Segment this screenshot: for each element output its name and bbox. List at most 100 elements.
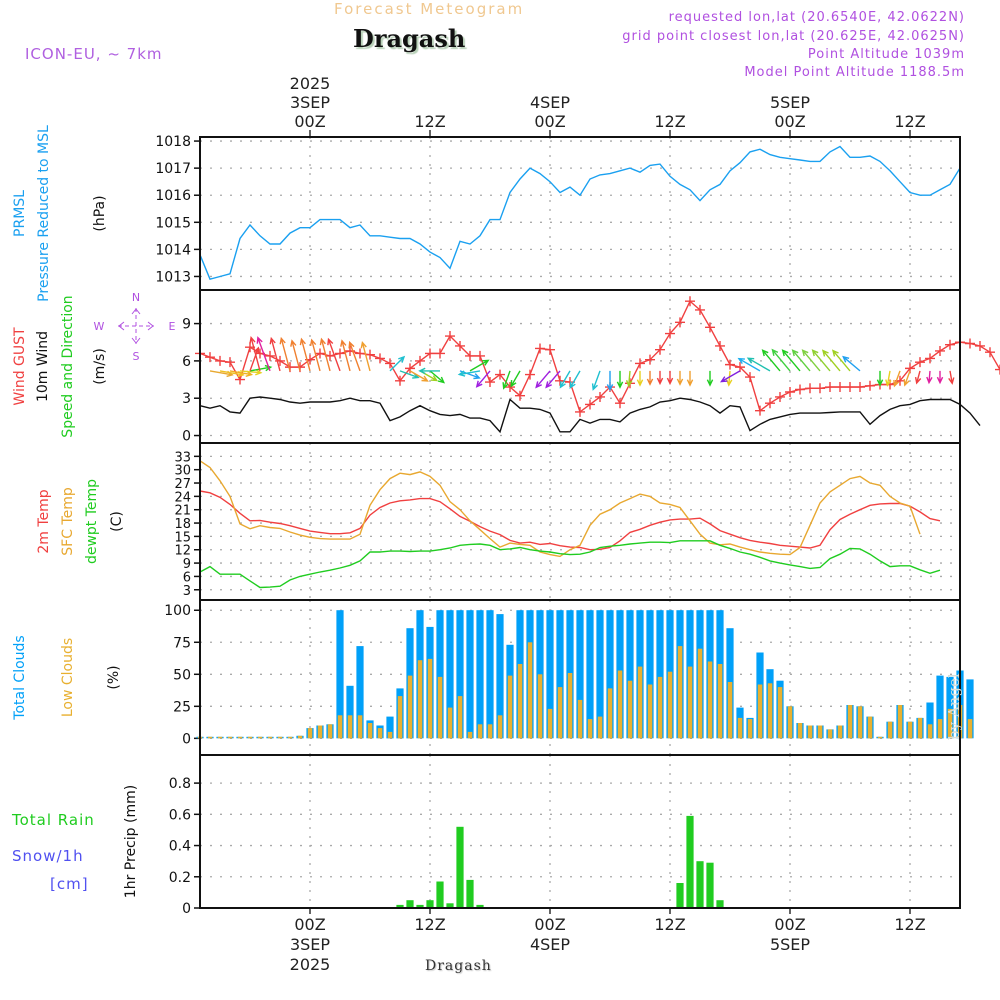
wind-vector-arrow xyxy=(781,349,801,372)
y-tick-label: 0.4 xyxy=(169,839,191,855)
wind-vector-arrow xyxy=(903,370,911,387)
y-tick-label: 3 xyxy=(183,584,191,599)
bar-low-clouds xyxy=(267,736,273,739)
gust-marker xyxy=(665,328,675,339)
bar-total-rain xyxy=(686,815,694,908)
wind-vector-arrow xyxy=(737,357,761,372)
wind-vector-arrow xyxy=(926,370,933,385)
bar-total-clouds xyxy=(926,702,934,739)
y-tick-label: 21 xyxy=(174,504,191,519)
y-tick-label: 25 xyxy=(173,699,191,715)
gust-marker xyxy=(945,339,955,350)
gust-marker xyxy=(215,355,225,366)
gust-marker xyxy=(595,391,605,402)
wind-vector-arrow xyxy=(535,370,551,389)
gust-marker xyxy=(755,405,765,416)
bar-low-clouds xyxy=(647,684,653,739)
bar-low-clouds xyxy=(667,671,673,739)
wind-vector-arrow xyxy=(457,370,481,377)
bar-low-clouds xyxy=(607,688,613,739)
bar-total-clouds xyxy=(556,610,564,739)
y-tick-label: 0.2 xyxy=(169,870,191,886)
bar-low-clouds xyxy=(437,676,443,739)
axis-label-line: PRMSL xyxy=(12,190,28,237)
compass-arrowheads xyxy=(118,308,154,344)
top-time-label: 00Z xyxy=(774,112,805,131)
bar-low-clouds xyxy=(827,729,833,739)
wind-vector-arrow xyxy=(811,349,831,372)
wind-vector-arrow xyxy=(249,346,260,372)
axis-label-line: Speed and Direction xyxy=(60,295,76,437)
wind-vector-arrow xyxy=(746,357,771,372)
bar-total-clouds xyxy=(596,610,604,739)
axis-label-line: Low Clouds xyxy=(60,638,76,717)
bottom-location-label: Dragash xyxy=(425,958,492,974)
wind-vector-arrow xyxy=(801,349,821,372)
bar-low-clouds xyxy=(257,736,263,739)
bar-total-clouds xyxy=(436,610,444,739)
bar-total-rain xyxy=(676,883,684,908)
gust-marker xyxy=(445,331,455,342)
axis-label-line: (m/s) xyxy=(92,348,108,385)
bar-low-clouds xyxy=(887,721,893,739)
bar-low-clouds xyxy=(657,676,663,739)
bar-low-clouds xyxy=(687,666,693,739)
wind-vector-arrow xyxy=(299,337,311,372)
y-tick-label: 27 xyxy=(174,477,191,492)
bar-total-clouds xyxy=(946,676,954,739)
bar-low-clouds xyxy=(527,642,533,739)
location-title: Dragash xyxy=(353,24,466,53)
bar-low-clouds xyxy=(517,664,523,739)
bar-low-clouds xyxy=(847,705,853,739)
bar-total-rain xyxy=(716,900,724,908)
bar-total-rain xyxy=(406,900,414,908)
gust-marker xyxy=(745,372,755,383)
axis-label-line: Wind GUST xyxy=(12,327,28,406)
gust-marker xyxy=(845,382,855,393)
grid-point-coordinates: grid point closest lon,lat (20.625E, 42.… xyxy=(622,29,965,44)
wind-vector-arrow xyxy=(545,370,561,389)
gust-marker xyxy=(795,384,805,395)
gust-marker xyxy=(555,375,565,386)
y-tick-label: 1014 xyxy=(155,242,191,258)
model-point-altitude: Model Point Altitude 1188.5m xyxy=(744,65,965,80)
bar-low-clouds xyxy=(707,661,713,739)
wind-vector-arrow xyxy=(885,370,892,387)
series-line-dewpt-temp xyxy=(199,540,941,589)
bar-low-clouds xyxy=(567,673,573,739)
compass-w-label: W xyxy=(94,320,105,333)
y-tick-label: 30 xyxy=(174,464,191,479)
gust-marker xyxy=(425,348,435,359)
bottom-time-label: 00Z xyxy=(534,915,565,934)
wind-vector-arrow xyxy=(510,370,521,388)
bar-low-clouds xyxy=(787,706,793,739)
gust-marker xyxy=(855,382,865,393)
gust-marker xyxy=(365,349,375,360)
top-time-label: 12Z xyxy=(654,112,685,131)
bar-low-clouds xyxy=(797,723,803,739)
bar-total-clouds xyxy=(646,610,654,739)
bottom-time-label: 3SEP xyxy=(290,935,330,954)
bar-total-clouds xyxy=(496,614,504,739)
gust-marker xyxy=(925,353,935,364)
gust-marker xyxy=(585,399,595,410)
bar-total-clouds xyxy=(336,610,344,739)
series-line-sfc-temp xyxy=(199,460,921,558)
wind-vector-arrow xyxy=(625,370,633,388)
bar-low-clouds xyxy=(307,728,313,739)
gust-marker xyxy=(435,348,445,359)
top-time-label: 5SEP xyxy=(770,93,810,112)
bar-low-clouds xyxy=(457,696,463,739)
y-tick-label: 3 xyxy=(182,391,191,407)
gust-marker xyxy=(315,348,325,359)
bar-low-clouds xyxy=(697,648,703,739)
gust-marker xyxy=(645,354,655,365)
gust-marker xyxy=(775,391,785,402)
y-tick-label: 1018 xyxy=(155,134,191,150)
wind-vector-arrow xyxy=(279,336,291,372)
y-tick-label: 15 xyxy=(174,530,191,545)
gust-marker xyxy=(535,343,545,354)
bar-low-clouds xyxy=(317,725,323,739)
gust-marker xyxy=(765,398,775,409)
